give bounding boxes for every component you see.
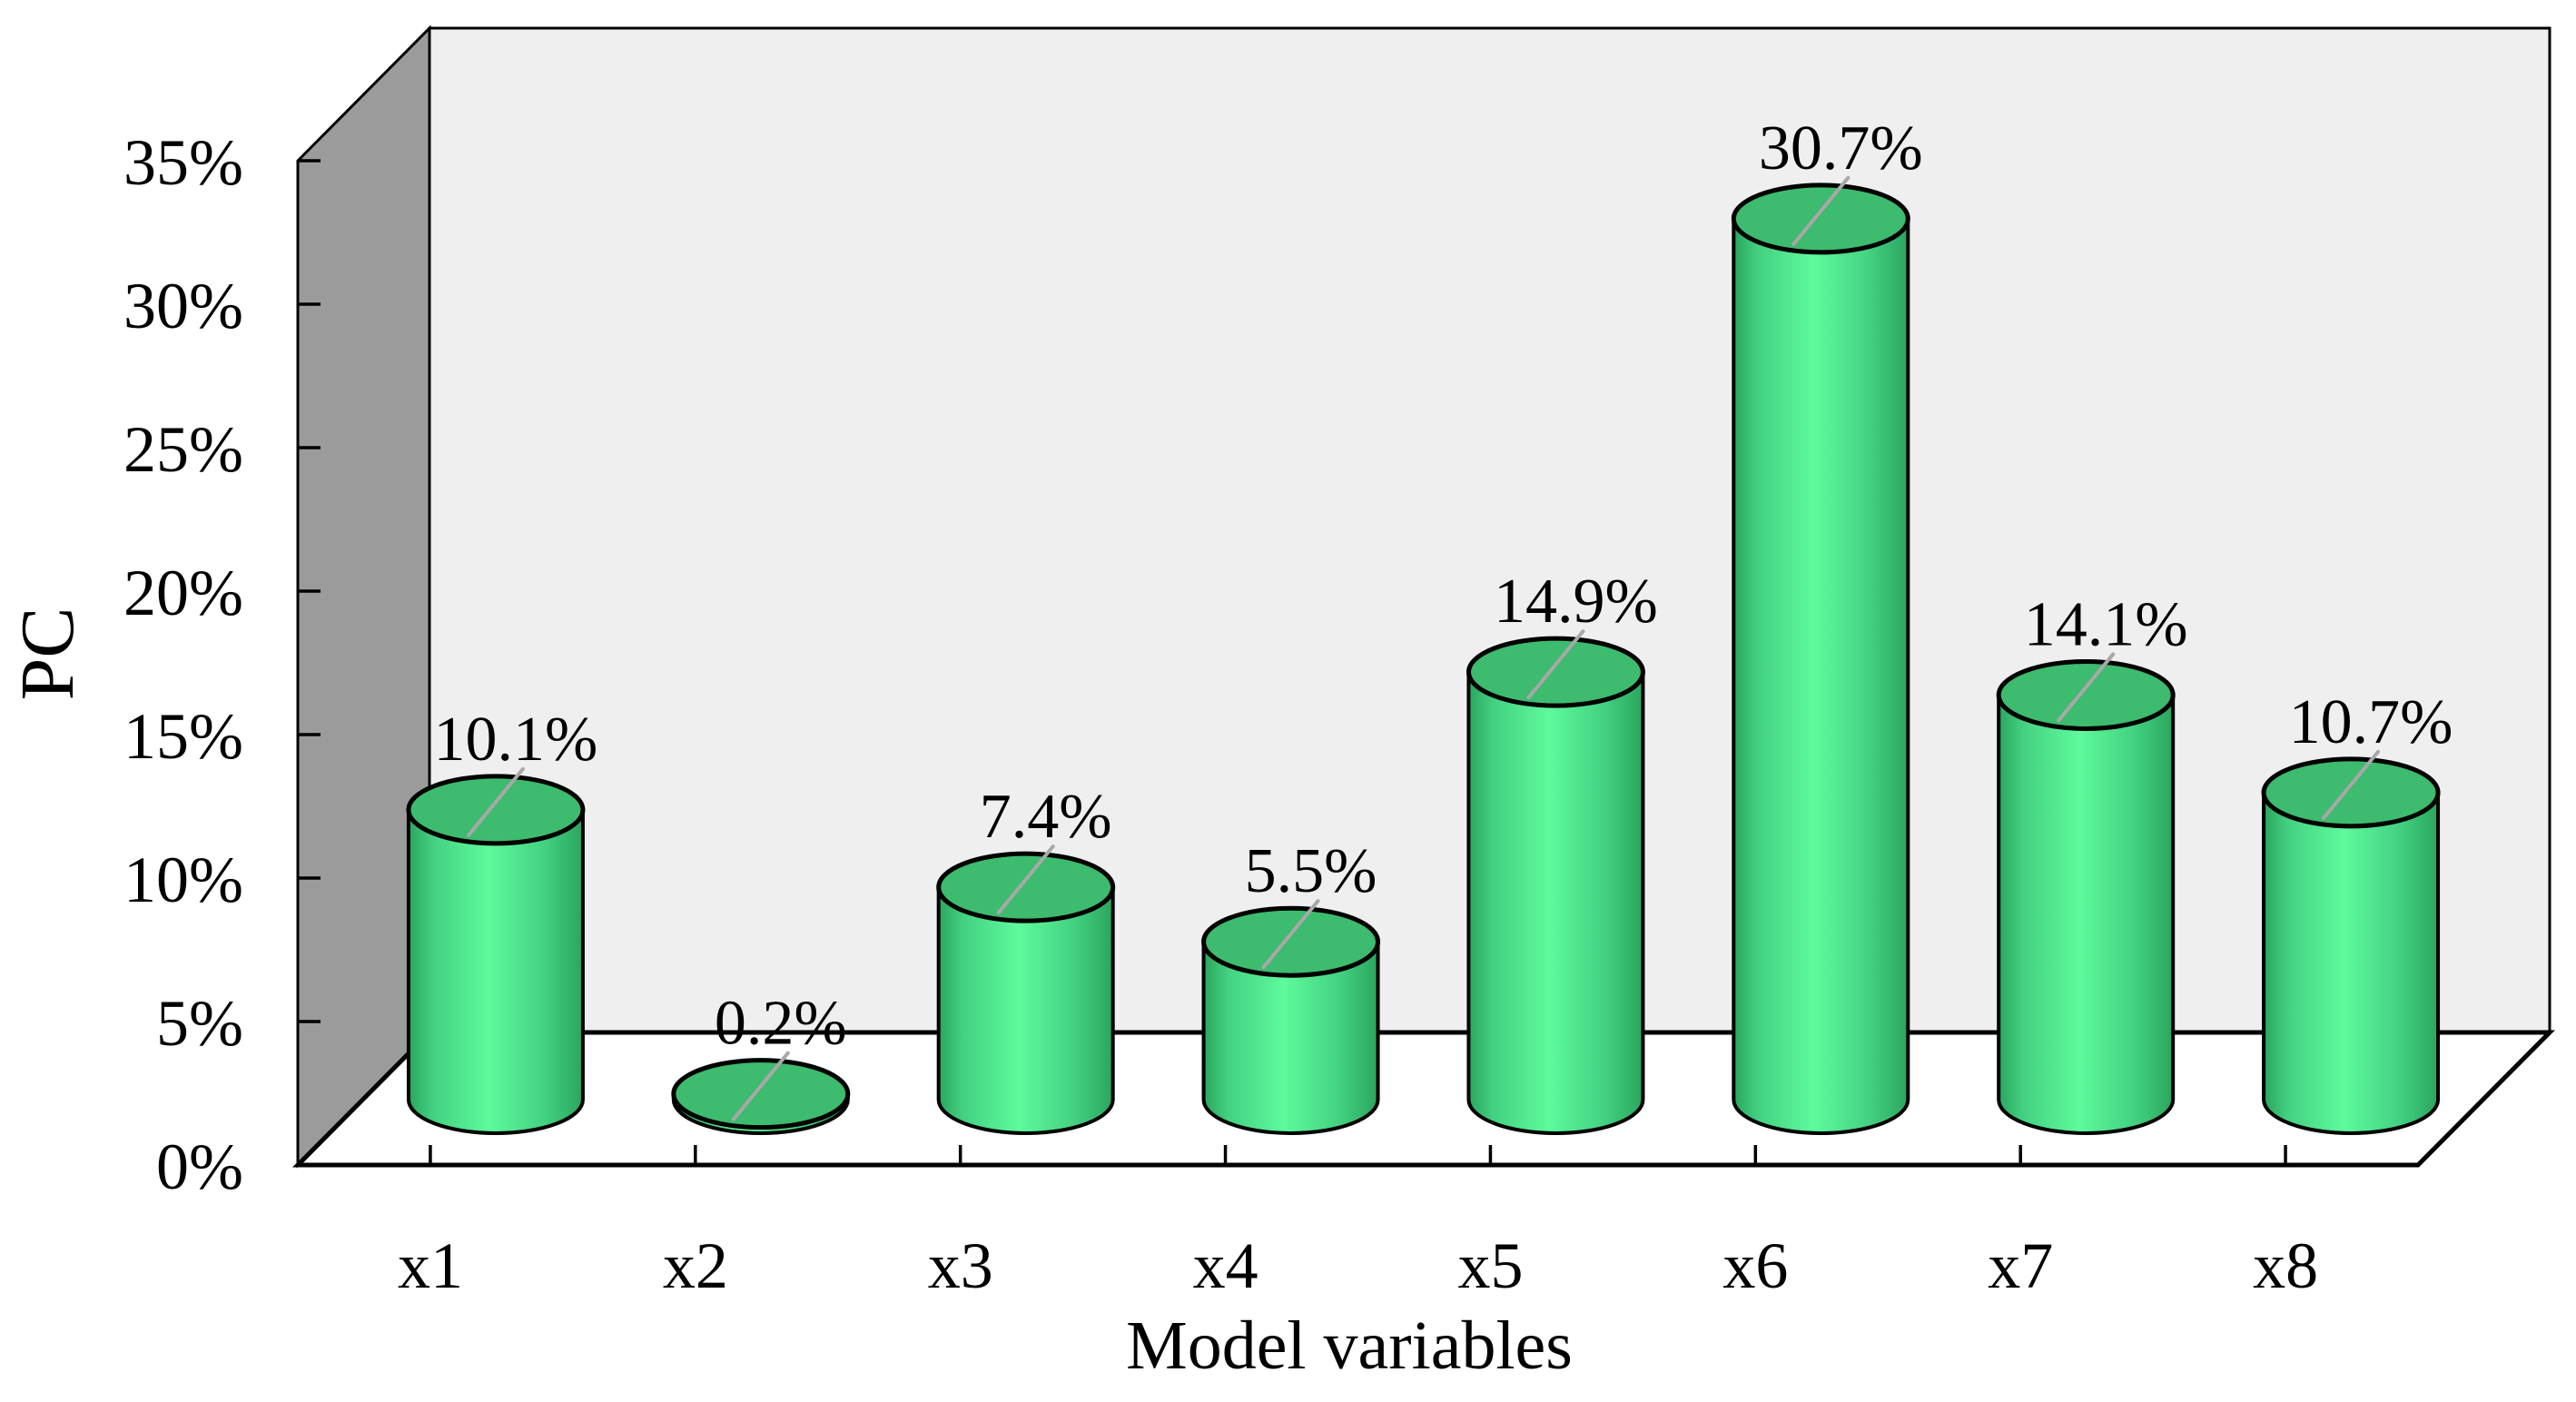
cylinder-top [1731, 183, 1910, 255]
cylinder-top [936, 851, 1116, 923]
x-category-label: x3 [928, 1229, 993, 1302]
y-tick-label: 25% [123, 413, 243, 486]
bar-x2 [671, 1058, 851, 1135]
x-category-label: x1 [398, 1229, 463, 1302]
x-category-label: x8 [2253, 1229, 2318, 1302]
bar-x3 [936, 851, 1116, 1135]
x-category-label: x6 [1722, 1229, 1788, 1302]
y-tick-label: 5% [156, 987, 243, 1060]
x-axis-title: Model variables [1126, 1308, 1573, 1384]
leader-line [1791, 175, 1851, 246]
cylinder-body [1466, 672, 1645, 1135]
bars-layer [406, 183, 2441, 1135]
axes-layer: 0% 5% 10% 15% 20% 25% 30% 35% x1 x2 x3 x4 x5 x6 x7 x8 [123, 126, 2318, 1302]
leader-line [466, 766, 525, 837]
leader-line [996, 844, 1055, 915]
y-tick-label: 0% [156, 1130, 243, 1203]
cylinder-body [2262, 792, 2441, 1135]
x-category-label: x7 [1988, 1229, 2053, 1302]
leader-line [1261, 899, 1320, 970]
bar-x6 [1731, 183, 1910, 1135]
data-label: 7.4% [980, 782, 1112, 852]
cylinder-top [406, 774, 586, 846]
y-tick-label: 20% [123, 557, 243, 629]
cylinder-body [1732, 218, 1910, 1135]
leader-line [731, 1051, 790, 1121]
bar-x8 [2261, 756, 2441, 1135]
cylinder-top [671, 1058, 851, 1130]
cylinder-top [2261, 756, 2441, 829]
data-label: 10.7% [2289, 687, 2453, 757]
data-label: 14.1% [2024, 589, 2188, 659]
x-category-label: x4 [1193, 1229, 1258, 1302]
data-label: 0.2% [715, 989, 847, 1059]
data-label: 30.7% [1759, 114, 1923, 183]
cylinder-body [406, 809, 585, 1135]
leader-line [1526, 629, 1585, 700]
data-labels-layer: 10.1% 0.2% 7.4% 5.5% 14.9% 30.7% 14.1% 10.7% [434, 114, 2453, 1121]
bar-x1 [406, 774, 586, 1135]
y-tick-label: 35% [123, 126, 243, 199]
leader-line [2322, 749, 2381, 820]
floor [291, 1030, 2556, 1168]
y-tick-label: 30% [123, 270, 243, 342]
data-label: 5.5% [1245, 836, 1377, 906]
data-label: 10.1% [434, 705, 598, 775]
x-category-label: x2 [663, 1229, 728, 1302]
cylinder-top [1996, 658, 2176, 731]
y-tick-label: 10% [123, 844, 243, 916]
plot-box [291, 25, 2556, 1169]
bar-x7 [1996, 658, 2176, 1135]
bar-x5 [1466, 636, 1645, 1135]
leader-line [2057, 652, 2116, 723]
y-tick-label: 15% [123, 700, 243, 773]
cylinder-top [1466, 636, 1645, 708]
cylinder-top [1201, 905, 1381, 978]
x-category-label: x5 [1457, 1229, 1523, 1302]
data-label: 14.9% [1494, 567, 1658, 637]
bar-x4 [1201, 905, 1381, 1135]
y-axis-title: PC [5, 607, 90, 701]
cylinder-body [936, 887, 1115, 1135]
cylinder-body [1997, 695, 2176, 1135]
